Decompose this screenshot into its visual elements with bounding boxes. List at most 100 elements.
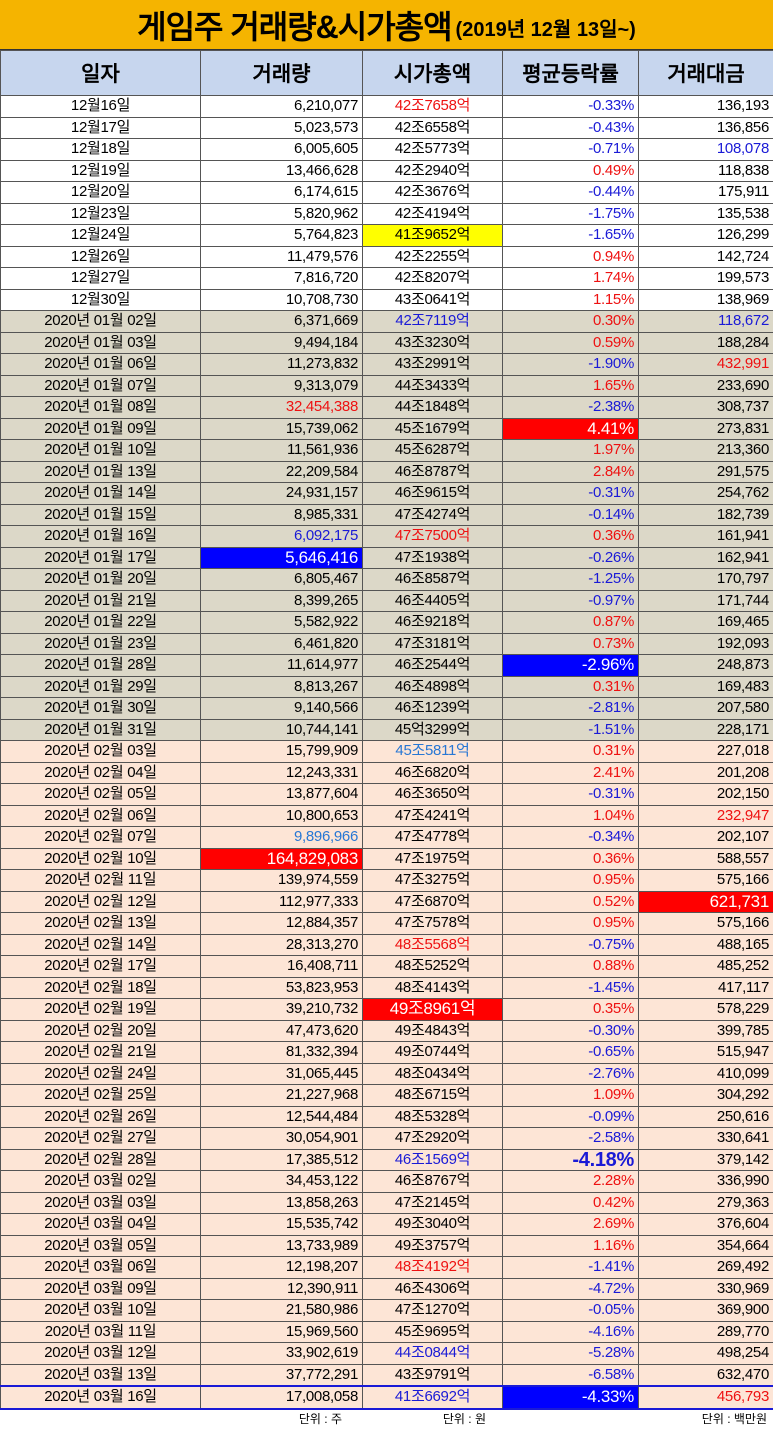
cell-market-cap: 46조4405억: [363, 590, 503, 612]
cell-avg-change: -0.30%: [503, 1020, 639, 1042]
cell-date: 12월30일: [1, 289, 201, 311]
cell-avg-change: 0.95%: [503, 870, 639, 892]
cell-avg-change: -2.58%: [503, 1128, 639, 1150]
cell-market-cap: 45억3299억: [363, 719, 503, 741]
cell-trade-amount: 254,762: [639, 483, 773, 505]
header-market-cap: 시가총액: [363, 51, 503, 96]
cell-date: 2020년 02월 20일: [1, 1020, 201, 1042]
cell-market-cap: 41조6692억: [363, 1386, 503, 1409]
cell-market-cap: 47조4241억: [363, 805, 503, 827]
cell-trade-amount: 376,604: [639, 1214, 773, 1236]
cell-avg-change: -0.05%: [503, 1300, 639, 1322]
cell-avg-change: -0.43%: [503, 117, 639, 139]
cell-date: 2020년 02월 18일: [1, 977, 201, 999]
cell-trade-amount: 369,900: [639, 1300, 773, 1322]
cell-trade-amount: 250,616: [639, 1106, 773, 1128]
cell-volume: 28,313,270: [201, 934, 363, 956]
cell-volume: 9,494,184: [201, 332, 363, 354]
cell-avg-change: 0.52%: [503, 891, 639, 913]
cell-volume: 9,896,966: [201, 827, 363, 849]
cell-avg-change: 0.31%: [503, 741, 639, 763]
cell-trade-amount: 273,831: [639, 418, 773, 440]
cell-avg-change: -0.09%: [503, 1106, 639, 1128]
cell-volume: 15,799,909: [201, 741, 363, 763]
cell-avg-change: 0.36%: [503, 526, 639, 548]
cell-market-cap: 46조8587억: [363, 569, 503, 591]
cell-market-cap: 45조5811억: [363, 741, 503, 763]
cell-trade-amount: 304,292: [639, 1085, 773, 1107]
cell-date: 2020년 01월 31일: [1, 719, 201, 741]
amount-unit: 단위 : 백만원: [502, 1410, 773, 1430]
cell-volume: 17,008,058: [201, 1386, 363, 1409]
cell-volume: 12,884,357: [201, 913, 363, 935]
cell-date: 2020년 03월 10일: [1, 1300, 201, 1322]
cell-volume: 9,313,079: [201, 375, 363, 397]
cell-market-cap: 42조6558억: [363, 117, 503, 139]
cell-market-cap: 42조7119억: [363, 311, 503, 333]
cell-trade-amount: 138,969: [639, 289, 773, 311]
cell-avg-change: 0.94%: [503, 246, 639, 268]
cell-market-cap: 46조9218억: [363, 612, 503, 634]
cell-date: 2020년 01월 06일: [1, 354, 201, 376]
cell-date: 2020년 02월 17일: [1, 956, 201, 978]
cell-market-cap: 49조8961억: [363, 999, 503, 1021]
cell-date: 2020년 02월 13일: [1, 913, 201, 935]
cell-date: 2020년 01월 02일: [1, 311, 201, 333]
cell-avg-change: -6.58%: [503, 1364, 639, 1386]
cell-market-cap: 46조9615억: [363, 483, 503, 505]
cell-market-cap: 48조5568억: [363, 934, 503, 956]
cell-volume: 5,820,962: [201, 203, 363, 225]
cell-date: 2020년 01월 08일: [1, 397, 201, 419]
cell-date: 2020년 01월 29일: [1, 676, 201, 698]
cell-trade-amount: 575,166: [639, 870, 773, 892]
cell-trade-amount: 269,492: [639, 1257, 773, 1279]
cell-trade-amount: 289,770: [639, 1321, 773, 1343]
cell-avg-change: 4.41%: [503, 418, 639, 440]
cell-market-cap: 46조1239억: [363, 698, 503, 720]
cell-date: 2020년 02월 05일: [1, 784, 201, 806]
cell-date: 12월19일: [1, 160, 201, 182]
cell-trade-amount: 330,641: [639, 1128, 773, 1150]
cell-trade-amount: 108,078: [639, 139, 773, 161]
cell-volume: 53,823,953: [201, 977, 363, 999]
footer-units: 단위 : 주 단위 : 원 단위 : 백만원: [0, 1410, 773, 1430]
cell-volume: 6,092,175: [201, 526, 363, 548]
cell-avg-change: -1.25%: [503, 569, 639, 591]
cell-trade-amount: 498,254: [639, 1343, 773, 1365]
cell-volume: 24,931,157: [201, 483, 363, 505]
cell-trade-amount: 171,744: [639, 590, 773, 612]
cell-volume: 6,461,820: [201, 633, 363, 655]
cell-volume: 8,813,267: [201, 676, 363, 698]
cell-date: 12월20일: [1, 182, 201, 204]
cell-date: 2020년 03월 13일: [1, 1364, 201, 1386]
cell-market-cap: 49조4843억: [363, 1020, 503, 1042]
cell-date: 2020년 02월 06일: [1, 805, 201, 827]
cell-date: 12월18일: [1, 139, 201, 161]
cell-avg-change: 0.49%: [503, 160, 639, 182]
cell-avg-change: -0.71%: [503, 139, 639, 161]
cell-date: 12월17일: [1, 117, 201, 139]
cell-market-cap: 47조4274억: [363, 504, 503, 526]
cell-date: 2020년 03월 05일: [1, 1235, 201, 1257]
header-row: 일자 거래량 시가총액 평균등락률 거래대금: [1, 51, 773, 96]
cell-volume: 10,744,141: [201, 719, 363, 741]
cell-volume: 30,054,901: [201, 1128, 363, 1150]
cell-avg-change: -0.44%: [503, 182, 639, 204]
cell-market-cap: 47조2920억: [363, 1128, 503, 1150]
cell-volume: 31,065,445: [201, 1063, 363, 1085]
